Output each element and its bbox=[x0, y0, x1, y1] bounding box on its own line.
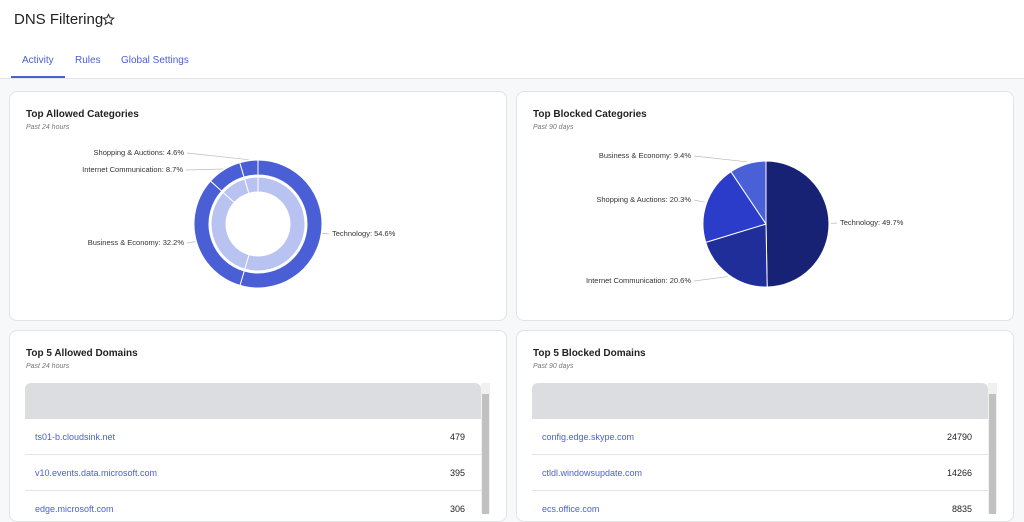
table-header bbox=[532, 383, 988, 419]
slice-label: Shopping & Auctions: 20.3% bbox=[596, 195, 691, 204]
slice-label: Business & Economy: 32.2% bbox=[88, 238, 185, 247]
table: ts01-b.cloudsink.net 479 v10.events.data.m… bbox=[25, 383, 481, 522]
page-title: DNS Filtering bbox=[14, 11, 103, 28]
card: Top 5 Allowed Domains Past 24 hours ts01… bbox=[9, 330, 507, 522]
slice-label: Technology: 49.7% bbox=[840, 218, 904, 227]
table-row: v10.events.data.microsoft.com 395 bbox=[25, 455, 481, 491]
scrollbar[interactable] bbox=[481, 383, 490, 513]
leader-line bbox=[187, 242, 195, 243]
card-subtitle: Past 90 days bbox=[533, 363, 573, 370]
table-header bbox=[25, 383, 481, 419]
leader-line bbox=[694, 156, 747, 162]
slice-label: Internet Communication: 8.7% bbox=[82, 165, 183, 174]
leader-line bbox=[186, 169, 223, 170]
leader-line bbox=[694, 200, 705, 202]
domain-link[interactable]: ts01-b.cloudsink.net bbox=[35, 432, 115, 442]
tab[interactable]: Activity bbox=[22, 55, 54, 66]
table: config.edge.skype.com 24790 ctldl.windowsu… bbox=[532, 383, 988, 522]
domain-link[interactable]: v10.events.data.microsoft.com bbox=[35, 468, 157, 478]
active-tab-indicator bbox=[11, 76, 65, 78]
request-count: 306 bbox=[450, 504, 465, 514]
card-title: Top 5 Blocked Domains bbox=[533, 348, 646, 359]
scroll-thumb[interactable] bbox=[989, 394, 996, 514]
request-count: 24790 bbox=[947, 432, 972, 442]
favorite-star[interactable] bbox=[102, 13, 115, 26]
slice-label: Shopping & Auctions: 4.6% bbox=[94, 148, 185, 157]
scrollbar[interactable] bbox=[988, 383, 997, 513]
tab[interactable]: Rules bbox=[75, 55, 101, 66]
domain-link[interactable]: config.edge.skype.com bbox=[542, 432, 634, 442]
slice-label: Business & Economy: 9.4% bbox=[599, 151, 691, 160]
table-row: ctldl.windowsupdate.com 14266 bbox=[532, 455, 988, 491]
page: {"header": {"title": "DNS Filtering"}, "… bbox=[0, 0, 1024, 507]
request-count: 14266 bbox=[947, 468, 972, 478]
request-count: 395 bbox=[450, 468, 465, 478]
domain-link[interactable]: ecs.office.com bbox=[542, 504, 599, 514]
leader-line bbox=[187, 153, 249, 160]
pie-slice bbox=[766, 161, 829, 287]
request-count: 479 bbox=[450, 432, 465, 442]
domain-link[interactable]: edge.microsoft.com bbox=[35, 504, 114, 514]
card-subtitle: Past 24 hours bbox=[26, 363, 69, 370]
table-row: ts01-b.cloudsink.net 479 bbox=[25, 419, 481, 455]
tab[interactable]: Global Settings bbox=[121, 55, 189, 66]
request-count: 8835 bbox=[952, 504, 972, 514]
pie-chart: Technology: 49.7% Internet Communication:… bbox=[517, 92, 1013, 320]
scroll-thumb[interactable] bbox=[482, 394, 489, 514]
top-bar: DNS Filtering Activity Rules Global Sett… bbox=[0, 0, 1024, 79]
card: Top 5 Blocked Domains Past 90 days confi… bbox=[516, 330, 1014, 522]
table-row: config.edge.skype.com 24790 bbox=[532, 419, 988, 455]
card-title: Top 5 Allowed Domains bbox=[26, 348, 138, 359]
card: Top Allowed Categories Past 24 hours Tec… bbox=[9, 91, 507, 321]
domain-link[interactable]: ctldl.windowsupdate.com bbox=[542, 468, 642, 478]
slice-label: Technology: 54.6% bbox=[332, 229, 396, 238]
leader-line bbox=[322, 233, 329, 234]
card: Top Blocked Categories Past 90 days Tech… bbox=[516, 91, 1014, 321]
donut-chart: Technology: 54.6% Business & Economy: 32.… bbox=[10, 92, 506, 320]
slice-label: Internet Communication: 20.6% bbox=[586, 276, 691, 285]
leader-line bbox=[694, 277, 728, 281]
